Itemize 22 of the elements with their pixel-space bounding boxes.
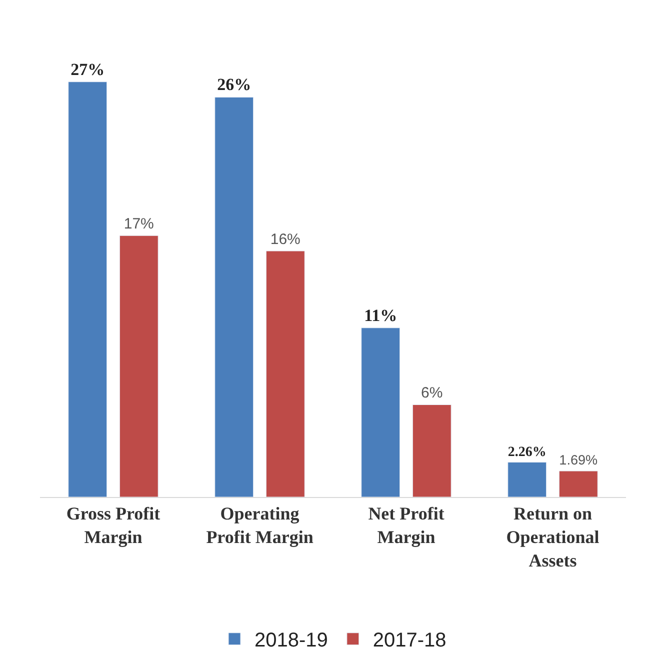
legend-label: 2018-19: [254, 630, 328, 652]
data-label: 6%: [421, 384, 443, 402]
legend-label: 2017-18: [372, 630, 446, 652]
bar: [119, 235, 158, 497]
data-label: 11%: [364, 306, 398, 325]
x-tick-label: Gross Profit Margin: [66, 504, 160, 547]
x-tick-label: Net Profit Margin: [368, 504, 444, 547]
x-tick-label: Operating Profit Margin: [206, 504, 314, 547]
bar: [361, 328, 400, 497]
data-label: 2.26%: [508, 444, 546, 460]
bar: [214, 96, 254, 497]
bar: [266, 250, 305, 497]
bar: [508, 462, 547, 497]
bar: [412, 404, 452, 497]
bar: [558, 470, 598, 497]
x-tick-label: Return on Operational Assets: [506, 504, 600, 570]
data-label: 27%: [70, 60, 105, 79]
data-label: 16%: [270, 230, 300, 248]
data-label: 1.69%: [559, 452, 598, 468]
data-label: 26%: [217, 75, 252, 94]
data-label: 17%: [124, 216, 154, 233]
bar: [68, 82, 108, 497]
